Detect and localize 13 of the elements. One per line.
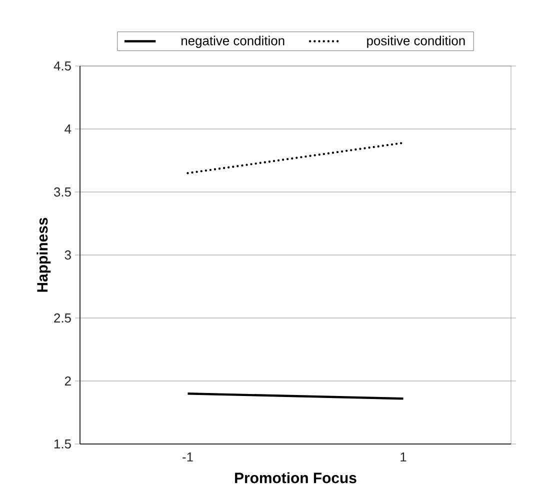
legend-label: positive condition bbox=[367, 36, 465, 48]
y-tick-label: 4.5 bbox=[54, 61, 71, 71]
y-tick-label: 4 bbox=[64, 124, 72, 134]
y-tick-label: 3.5 bbox=[54, 187, 71, 197]
y-axis-title: Happiness bbox=[36, 218, 51, 292]
x-tick-label: 1 bbox=[400, 452, 406, 462]
x-tick-label: -1 bbox=[182, 452, 193, 462]
x-axis-title: Promotion Focus bbox=[235, 472, 356, 484]
y-tick-label: 3 bbox=[64, 250, 71, 260]
legend-label: negative condition bbox=[182, 36, 284, 48]
y-tick-label: 1.5 bbox=[54, 439, 71, 449]
y-tick-label: 2 bbox=[64, 376, 71, 386]
y-tick-label: 2.5 bbox=[54, 313, 71, 323]
